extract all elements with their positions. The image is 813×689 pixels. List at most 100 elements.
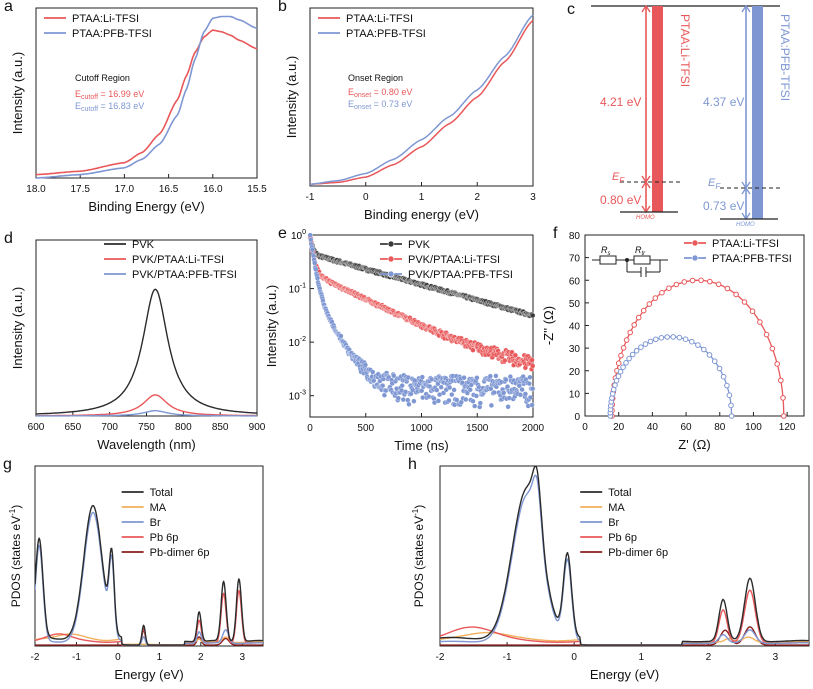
- data-point: [447, 384, 453, 391]
- y-tick-label: 40: [569, 322, 581, 333]
- resistor-rs-label-sub: s: [608, 251, 611, 257]
- annotation-0: Ecutoff = 16.99 eV: [75, 89, 144, 101]
- legend-label: Br: [150, 517, 161, 529]
- annotation-1-main: E: [75, 101, 81, 111]
- x-tick-label: 0: [307, 423, 313, 434]
- legend-marker: [387, 240, 395, 248]
- x-tick-label: 18.0: [26, 184, 46, 195]
- series-line-0: [35, 504, 263, 646]
- data-point: [529, 402, 535, 408]
- column-label: PTAA:Li-TFSI: [678, 14, 692, 87]
- fermi-label: EF: [708, 177, 721, 191]
- y-tick-label: 80: [569, 231, 581, 242]
- data-point: [659, 289, 665, 296]
- data-point: [724, 382, 730, 389]
- data-point: [633, 347, 640, 354]
- data-point: [487, 373, 493, 379]
- data-point: [757, 319, 763, 325]
- y-tick-base: 10: [289, 338, 301, 349]
- data-point: [726, 392, 733, 399]
- data-point: [406, 401, 412, 407]
- data-point: [647, 338, 654, 345]
- fermi-label-sub: F: [715, 182, 721, 191]
- data-point: [312, 260, 318, 266]
- data-point: [370, 369, 376, 375]
- data-point: [673, 281, 680, 288]
- data-point: [472, 403, 478, 409]
- onset-label: 0.80 eV: [600, 193, 641, 207]
- x-tick-label: 2: [198, 652, 204, 663]
- data-point: [338, 333, 344, 339]
- series-line-1: [35, 15, 258, 179]
- data-point: [698, 277, 704, 284]
- x-tick-label: 0: [363, 192, 369, 203]
- data-point: [435, 398, 441, 404]
- data-point: [653, 336, 659, 343]
- x-tick-label: -1: [72, 652, 81, 663]
- x-tick-label: 120: [779, 422, 796, 433]
- x-tick-label: -1: [306, 192, 315, 203]
- x-tick-label: 15.5: [247, 184, 267, 195]
- y-tick-label: 100: [291, 229, 306, 242]
- data-point: [629, 351, 636, 358]
- data-point: [381, 392, 387, 398]
- y-axis-label: Intensity (a.u.): [284, 56, 299, 138]
- data-point: [362, 362, 368, 368]
- plot-frame: [35, 7, 258, 179]
- arrow-head: [641, 180, 651, 189]
- fit-line-0: [611, 279, 785, 417]
- data-point: [640, 307, 647, 314]
- data-point: [449, 392, 455, 398]
- arrow-head: [741, 4, 751, 13]
- x-tick-label: 0: [571, 652, 577, 663]
- resistor-rtr: [633, 255, 651, 265]
- data-point: [503, 377, 509, 383]
- x-tick-label: 0: [582, 422, 588, 433]
- data-point: [474, 375, 480, 381]
- x-tick-label: 17.0: [115, 184, 135, 195]
- x-tick-label: 600: [28, 422, 45, 433]
- data-point: [467, 387, 473, 393]
- series-line-0: [440, 466, 809, 646]
- y-tick-exp: -3: [300, 390, 306, 397]
- data-point: [314, 275, 321, 281]
- x-tick-label: 800: [175, 422, 192, 433]
- data-point: [642, 341, 649, 347]
- x-axis-label: Energy (eV): [590, 667, 659, 682]
- annotation-1-rest: = 0.73 eV: [371, 99, 412, 109]
- data-point: [780, 395, 786, 401]
- fermi-label: EF: [612, 171, 625, 185]
- y-tick-exp: 0: [302, 229, 306, 236]
- plot-frame: [35, 239, 258, 417]
- resistor-rtr-label: Rtr: [635, 245, 646, 257]
- data-point: [670, 334, 677, 340]
- y-axis-label: Intensity (a.u.): [10, 52, 25, 134]
- fit-line-1: [609, 336, 733, 417]
- legend-label: PTAA:Li-TFSI: [712, 238, 779, 250]
- legend-label: Pb-dimer 6p: [608, 547, 668, 559]
- series-line-0: [309, 19, 534, 185]
- data-point: [519, 387, 525, 393]
- data-point: [419, 374, 425, 380]
- x-axis-label: Wavelength (nm): [97, 437, 196, 452]
- resistor-rtr-label-main: R: [635, 245, 642, 255]
- x-tick-label: 0: [115, 652, 121, 663]
- data-point: [610, 386, 617, 393]
- data-point: [463, 396, 469, 403]
- y-tick-label: 0: [574, 412, 580, 423]
- data-point: [623, 337, 630, 343]
- data-point: [720, 373, 727, 380]
- x-axis-label: Time (ns): [394, 438, 448, 453]
- data-point: [728, 413, 735, 419]
- series-line-1: [440, 631, 809, 646]
- resistor-rs: [599, 255, 617, 265]
- panel-a: a Binding Energy (eV) 18.0 17.5 17.0 16.5 16.0…: [4, 0, 267, 214]
- series-line-0: [35, 29, 258, 176]
- x-tick-label: 650: [64, 422, 81, 433]
- annotation-0-sub: cutoff: [81, 94, 98, 101]
- homo-label: HOMO: [736, 222, 755, 228]
- column-label: PTAA:PFB-TFSI: [778, 14, 792, 101]
